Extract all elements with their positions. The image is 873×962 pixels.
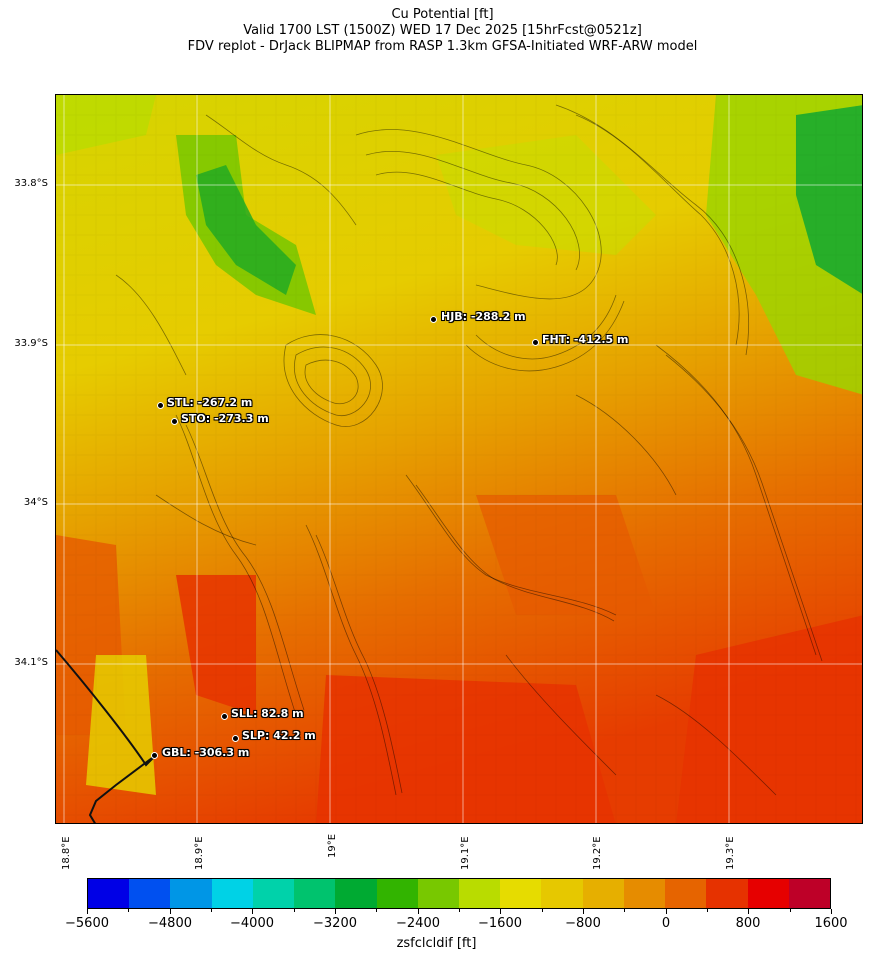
title-line-2: Valid 1700 LST (1500Z) WED 17 Dec 2025 [… <box>243 23 642 38</box>
colorbar-segment <box>747 879 789 908</box>
terrain-contours <box>115 104 823 796</box>
colorbar-tick-label: −4000 <box>230 916 274 931</box>
colorbar-label: zsfclcldif [ft] <box>396 936 477 951</box>
colorbar-segment <box>170 879 212 908</box>
station-gbl-label: GBL: -306.3 m <box>162 746 250 759</box>
colorbar-tick <box>335 909 336 914</box>
colorbar-minor-tick <box>376 909 377 912</box>
colorbar-tick <box>831 909 832 914</box>
colorbar-segment <box>458 879 501 908</box>
map-svg <box>56 95 862 823</box>
colorbar-tick-label: −1600 <box>478 916 522 931</box>
colorbar-minor-tick <box>707 909 708 912</box>
station-sll-label: SLL: 82.8 m <box>231 707 304 720</box>
colorbar-tick <box>418 909 419 914</box>
colorbar-segment <box>582 879 624 908</box>
colorbar-minor-tick <box>790 909 791 912</box>
colorbar-tick-label: −4800 <box>148 916 192 931</box>
lon-label-19-1: 19.1°E <box>460 836 471 870</box>
colorbar-minor-tick <box>624 909 625 912</box>
station-fht-marker[interactable] <box>532 339 539 346</box>
colorbar-segment <box>665 879 707 908</box>
colorbar-tick <box>87 909 88 914</box>
lon-label-19-3: 19.3°E <box>725 836 736 870</box>
lon-label-18-8: 18.8°E <box>61 836 72 870</box>
station-stl-label: STL: -267.2 m <box>167 396 253 409</box>
colorbar-segment <box>129 879 171 908</box>
colorbar-tick-label: 800 <box>735 916 761 931</box>
colorbar-tick <box>500 909 501 914</box>
station-slp-label: SLP: 42.2 m <box>242 729 316 742</box>
station-sll-marker[interactable] <box>221 713 228 720</box>
colorbar-tick-label: −5600 <box>65 916 109 931</box>
colorbar-minor-tick <box>459 909 460 912</box>
station-fht-label: FHT: -412.5 m <box>542 333 629 346</box>
map-plot-area[interactable] <box>55 94 863 824</box>
colorbar-tick-label: 1600 <box>814 916 848 931</box>
station-stl-marker[interactable] <box>157 402 164 409</box>
grid-cells <box>56 95 862 823</box>
title-line-1: Cu Potential [ft] <box>391 7 494 22</box>
lat-label-33-8: 33.8°S <box>14 178 48 189</box>
colorbar-segment <box>376 879 418 908</box>
colorbar-minor-tick <box>128 909 129 912</box>
title-line-3: FDV replot - DrJack BLIPMAP from RASP 1.… <box>187 39 698 54</box>
lon-label-19-0: 19°E <box>327 833 338 858</box>
colorbar-tick <box>252 909 253 914</box>
colorbar-tick <box>583 909 584 914</box>
colorbar-segment <box>500 879 542 908</box>
colorbar-tick-label: −2400 <box>396 916 440 931</box>
lat-label-33-9: 33.9°S <box>14 338 48 349</box>
colorbar-tick-label: −800 <box>565 916 601 931</box>
station-gbl-marker[interactable] <box>151 752 158 759</box>
station-hjb-label: HJB: -288.2 m <box>441 310 526 323</box>
station-slp-marker[interactable] <box>232 735 239 742</box>
colorbar-segment <box>88 879 130 908</box>
lon-label-19-2: 19.2°E <box>592 836 603 870</box>
colorbar-segment <box>788 879 830 908</box>
colorbar-segment <box>623 879 666 908</box>
colorbar-segment <box>294 879 336 908</box>
colorbar-minor-tick <box>211 909 212 912</box>
colorbar-segment <box>211 879 253 908</box>
colorbar-segment <box>252 879 295 908</box>
map-title: Cu Potential [ft] Valid 1700 LST (1500Z)… <box>0 7 873 55</box>
colorbar <box>87 878 831 909</box>
coastline <box>56 649 157 823</box>
colorbar-tick-label: 0 <box>661 916 671 931</box>
colorbar-tick <box>666 909 667 914</box>
lat-label-34-0: 34°S <box>23 497 48 508</box>
lat-label-34-1: 34.1°S <box>14 657 48 668</box>
colorbar-segment <box>706 879 748 908</box>
colorbar-minor-tick <box>294 909 295 912</box>
colorbar-tick-label: −3200 <box>313 916 357 931</box>
colorbar-segment <box>335 879 377 908</box>
lon-label-18-9: 18.9°E <box>194 836 205 870</box>
colorbar-tick <box>170 909 171 914</box>
colorbar-segment <box>541 879 583 908</box>
station-sto-label: STO: -273.3 m <box>181 412 269 425</box>
station-hjb-marker[interactable] <box>430 316 437 323</box>
colorbar-tick <box>748 909 749 914</box>
colorbar-segment <box>417 879 459 908</box>
graticule <box>56 95 862 823</box>
station-sto-marker[interactable] <box>171 418 178 425</box>
colorbar-minor-tick <box>542 909 543 912</box>
